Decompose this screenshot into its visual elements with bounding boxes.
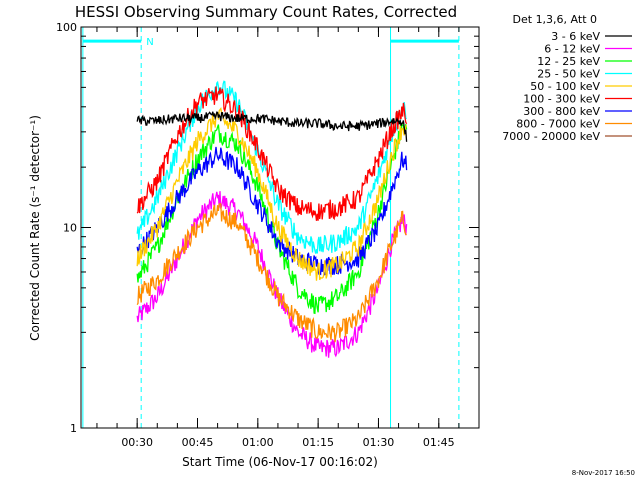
series-line-50-100keV	[136, 106, 408, 281]
legend-label: 25 - 50 keV	[537, 68, 600, 81]
legend-label: 100 - 300 keV	[523, 93, 600, 106]
legend-label: 800 - 7000 keV	[516, 118, 600, 131]
y-tick-label: 1	[70, 422, 77, 435]
x-axis: 00:30 00:45 01:00 01:15 01:30 01:45	[96, 27, 480, 449]
legend-label: 12 - 25 keV	[537, 55, 600, 68]
legend-label: 300 - 800 keV	[523, 105, 600, 118]
legend-label: 7000 - 20000 keV	[502, 130, 600, 143]
legend-label: 6 - 12 keV	[544, 43, 600, 56]
series-line-800-7000keV	[136, 202, 407, 343]
x-tick-label: 01:45	[423, 436, 455, 449]
y-axis: 1 10 100	[56, 21, 479, 435]
series-layer	[136, 80, 408, 358]
y-tick-label: 100	[56, 21, 77, 34]
legend-label: 3 - 6 keV	[551, 30, 600, 43]
legend-title: Det 1,3,6, Att 0	[513, 13, 597, 26]
x-tick-label: 00:45	[182, 436, 214, 449]
series-line-3-6keV	[136, 111, 408, 142]
series-line-6-12keV	[136, 191, 408, 358]
y-axis-label: Corrected Count Rate (s⁻¹ detector⁻¹)	[28, 115, 42, 341]
chart-title: HESSI Observing Summary Count Rates, Cor…	[75, 3, 457, 21]
annotation-label: N	[146, 37, 153, 48]
x-axis-label: Start Time (06-Nov-17 00:16:02)	[182, 455, 378, 469]
x-tick-label: 01:30	[363, 436, 395, 449]
series-line-300-800keV	[136, 146, 408, 276]
x-tick-label: 01:15	[302, 436, 334, 449]
timestamp: 8-Nov-2017 16:50	[572, 469, 635, 477]
series-line-100-300keV	[136, 86, 408, 221]
x-tick-label: 00:30	[121, 436, 153, 449]
legend-label: 50 - 100 keV	[530, 80, 600, 93]
x-tick-label: 01:00	[242, 436, 274, 449]
y-tick-label: 10	[63, 222, 77, 235]
